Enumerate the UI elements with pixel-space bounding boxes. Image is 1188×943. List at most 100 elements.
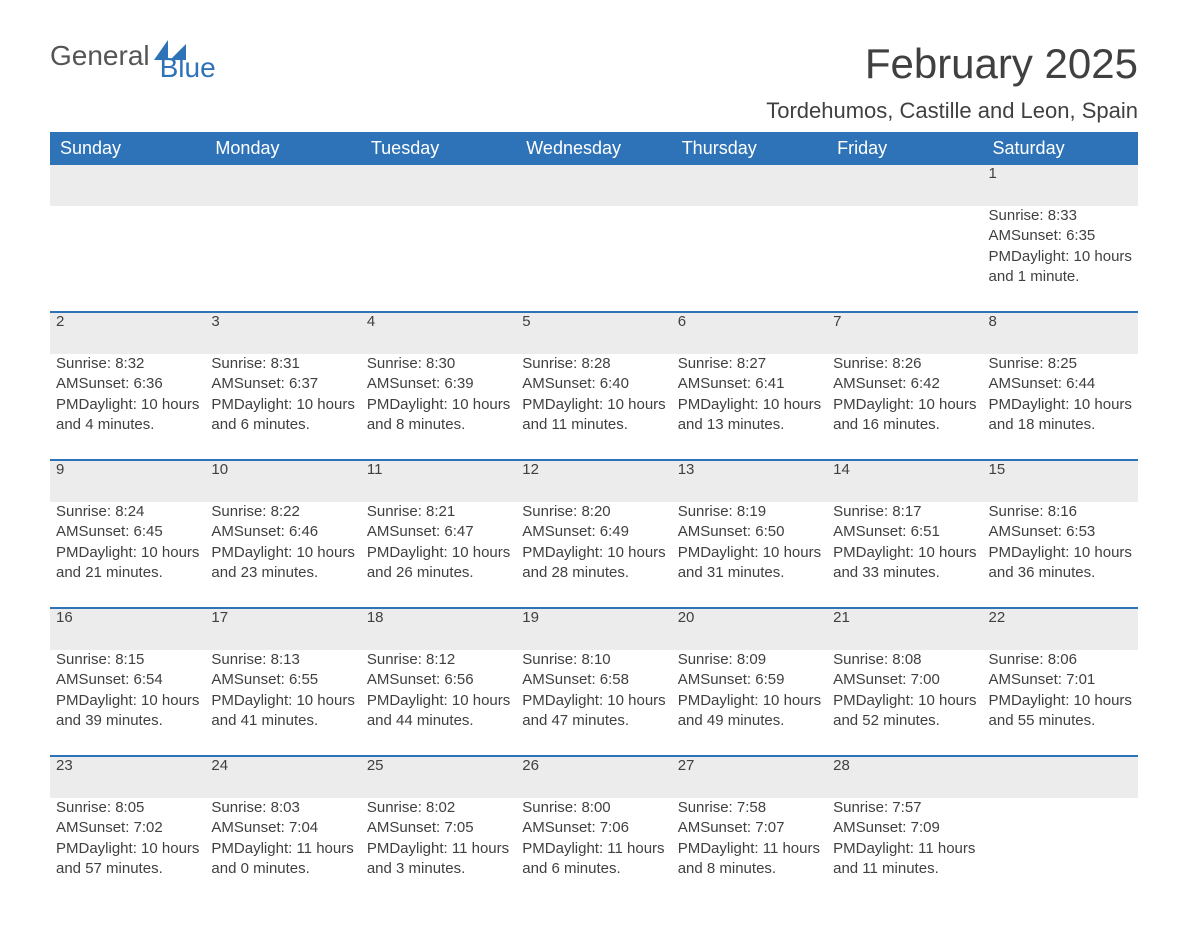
day-cell: Sunrise: 8:08 AMSunset: 7:00 PMDaylight:… <box>827 650 982 756</box>
day-number-cell: 23 <box>50 756 205 798</box>
calendar-table: Sunday Monday Tuesday Wednesday Thursday… <box>50 132 1138 903</box>
logo-text-blue: Blue <box>160 52 216 84</box>
day-number-cell: 8 <box>983 312 1138 354</box>
daylight-line: Daylight: 10 hours and 13 minutes. <box>678 396 821 433</box>
weekday-header: Friday <box>827 132 982 165</box>
day-cell: Sunrise: 8:24 AMSunset: 6:45 PMDaylight:… <box>50 502 205 608</box>
day-number-row: 16171819202122 <box>50 608 1138 650</box>
weekday-header: Sunday <box>50 132 205 165</box>
day-cell: Sunrise: 8:26 AMSunset: 6:42 PMDaylight:… <box>827 354 982 460</box>
day-cell <box>50 206 205 312</box>
day-number-cell: 27 <box>672 756 827 798</box>
day-number-cell: 21 <box>827 608 982 650</box>
daylight-line: Daylight: 11 hours and 8 minutes. <box>678 840 820 877</box>
day-number-cell: 24 <box>205 756 360 798</box>
day-cell: Sunrise: 7:57 AMSunset: 7:09 PMDaylight:… <box>827 798 982 903</box>
location-subtitle: Tordehumos, Castille and Leon, Spain <box>766 98 1138 124</box>
day-number-cell: 22 <box>983 608 1138 650</box>
day-cell: Sunrise: 8:30 AMSunset: 6:39 PMDaylight:… <box>361 354 516 460</box>
logo-text-general: General <box>50 40 150 72</box>
day-number-cell: 12 <box>516 460 671 502</box>
weekday-header: Saturday <box>983 132 1138 165</box>
day-cell: Sunrise: 8:10 AMSunset: 6:58 PMDaylight:… <box>516 650 671 756</box>
day-number-cell <box>983 756 1138 798</box>
day-cell: Sunrise: 8:25 AMSunset: 6:44 PMDaylight:… <box>983 354 1138 460</box>
day-number-cell <box>516 165 671 206</box>
title-block: February 2025 Tordehumos, Castille and L… <box>766 40 1138 124</box>
day-content-row: Sunrise: 8:33 AMSunset: 6:35 PMDaylight:… <box>50 206 1138 312</box>
day-cell: Sunrise: 8:32 AMSunset: 6:36 PMDaylight:… <box>50 354 205 460</box>
weekday-header: Wednesday <box>516 132 671 165</box>
day-cell: Sunrise: 8:31 AMSunset: 6:37 PMDaylight:… <box>205 354 360 460</box>
daylight-line: Daylight: 10 hours and 1 minute. <box>989 248 1132 285</box>
day-number-cell: 20 <box>672 608 827 650</box>
day-number-cell: 15 <box>983 460 1138 502</box>
day-number-row: 2345678 <box>50 312 1138 354</box>
weekday-header-row: Sunday Monday Tuesday Wednesday Thursday… <box>50 132 1138 165</box>
day-cell: Sunrise: 7:58 AMSunset: 7:07 PMDaylight:… <box>672 798 827 903</box>
day-number-cell <box>672 165 827 206</box>
day-number-cell: 25 <box>361 756 516 798</box>
day-cell <box>983 798 1138 903</box>
day-content-row: Sunrise: 8:24 AMSunset: 6:45 PMDaylight:… <box>50 502 1138 608</box>
day-number-cell: 17 <box>205 608 360 650</box>
daylight-line: Daylight: 10 hours and 55 minutes. <box>989 692 1132 729</box>
daylight-line: Daylight: 10 hours and 18 minutes. <box>989 396 1132 433</box>
day-cell <box>672 206 827 312</box>
day-number-cell <box>205 165 360 206</box>
day-cell: Sunrise: 8:00 AMSunset: 7:06 PMDaylight:… <box>516 798 671 903</box>
day-number-cell: 13 <box>672 460 827 502</box>
day-cell <box>361 206 516 312</box>
daylight-line: Daylight: 10 hours and 8 minutes. <box>367 396 510 433</box>
day-cell: Sunrise: 8:12 AMSunset: 6:56 PMDaylight:… <box>361 650 516 756</box>
day-content-row: Sunrise: 8:15 AMSunset: 6:54 PMDaylight:… <box>50 650 1138 756</box>
day-cell: Sunrise: 8:21 AMSunset: 6:47 PMDaylight:… <box>361 502 516 608</box>
weekday-header: Thursday <box>672 132 827 165</box>
day-number-cell: 16 <box>50 608 205 650</box>
header-row: General Blue February 2025 Tordehumos, C… <box>50 40 1138 124</box>
day-number-cell <box>827 165 982 206</box>
day-cell: Sunrise: 8:13 AMSunset: 6:55 PMDaylight:… <box>205 650 360 756</box>
day-cell: Sunrise: 8:33 AMSunset: 6:35 PMDaylight:… <box>983 206 1138 312</box>
day-cell: Sunrise: 8:17 AMSunset: 6:51 PMDaylight:… <box>827 502 982 608</box>
day-cell: Sunrise: 8:28 AMSunset: 6:40 PMDaylight:… <box>516 354 671 460</box>
daylight-line: Daylight: 11 hours and 3 minutes. <box>367 840 509 877</box>
day-number-cell: 28 <box>827 756 982 798</box>
logo: General Blue <box>50 40 244 72</box>
day-number-cell: 10 <box>205 460 360 502</box>
day-number-cell <box>361 165 516 206</box>
day-number-cell: 6 <box>672 312 827 354</box>
day-cell: Sunrise: 8:16 AMSunset: 6:53 PMDaylight:… <box>983 502 1138 608</box>
day-cell: Sunrise: 8:06 AMSunset: 7:01 PMDaylight:… <box>983 650 1138 756</box>
day-cell: Sunrise: 8:03 AMSunset: 7:04 PMDaylight:… <box>205 798 360 903</box>
day-cell <box>205 206 360 312</box>
day-number-cell: 11 <box>361 460 516 502</box>
day-cell: Sunrise: 8:19 AMSunset: 6:50 PMDaylight:… <box>672 502 827 608</box>
day-number-cell: 9 <box>50 460 205 502</box>
day-number-cell: 5 <box>516 312 671 354</box>
weekday-header: Tuesday <box>361 132 516 165</box>
day-number-cell: 1 <box>983 165 1138 206</box>
day-cell: Sunrise: 8:20 AMSunset: 6:49 PMDaylight:… <box>516 502 671 608</box>
day-number-row: 9101112131415 <box>50 460 1138 502</box>
day-number-cell: 26 <box>516 756 671 798</box>
day-cell: Sunrise: 8:15 AMSunset: 6:54 PMDaylight:… <box>50 650 205 756</box>
page-title: February 2025 <box>766 40 1138 88</box>
daylight-line: Daylight: 10 hours and 36 minutes. <box>989 544 1132 581</box>
day-number-cell: 2 <box>50 312 205 354</box>
day-content-row: Sunrise: 8:05 AMSunset: 7:02 PMDaylight:… <box>50 798 1138 903</box>
day-number-cell: 14 <box>827 460 982 502</box>
day-cell: Sunrise: 8:22 AMSunset: 6:46 PMDaylight:… <box>205 502 360 608</box>
day-number-cell: 7 <box>827 312 982 354</box>
day-number-cell: 3 <box>205 312 360 354</box>
daylight-line: Daylight: 10 hours and 49 minutes. <box>678 692 821 729</box>
day-number-cell: 18 <box>361 608 516 650</box>
day-number-row: 1 <box>50 165 1138 206</box>
day-number-cell <box>50 165 205 206</box>
daylight-line: Daylight: 10 hours and 31 minutes. <box>678 544 821 581</box>
daylight-line: Daylight: 10 hours and 26 minutes. <box>367 544 510 581</box>
day-number-row: 232425262728 <box>50 756 1138 798</box>
daylight-line: Daylight: 10 hours and 44 minutes. <box>367 692 510 729</box>
day-cell <box>516 206 671 312</box>
day-cell: Sunrise: 8:09 AMSunset: 6:59 PMDaylight:… <box>672 650 827 756</box>
